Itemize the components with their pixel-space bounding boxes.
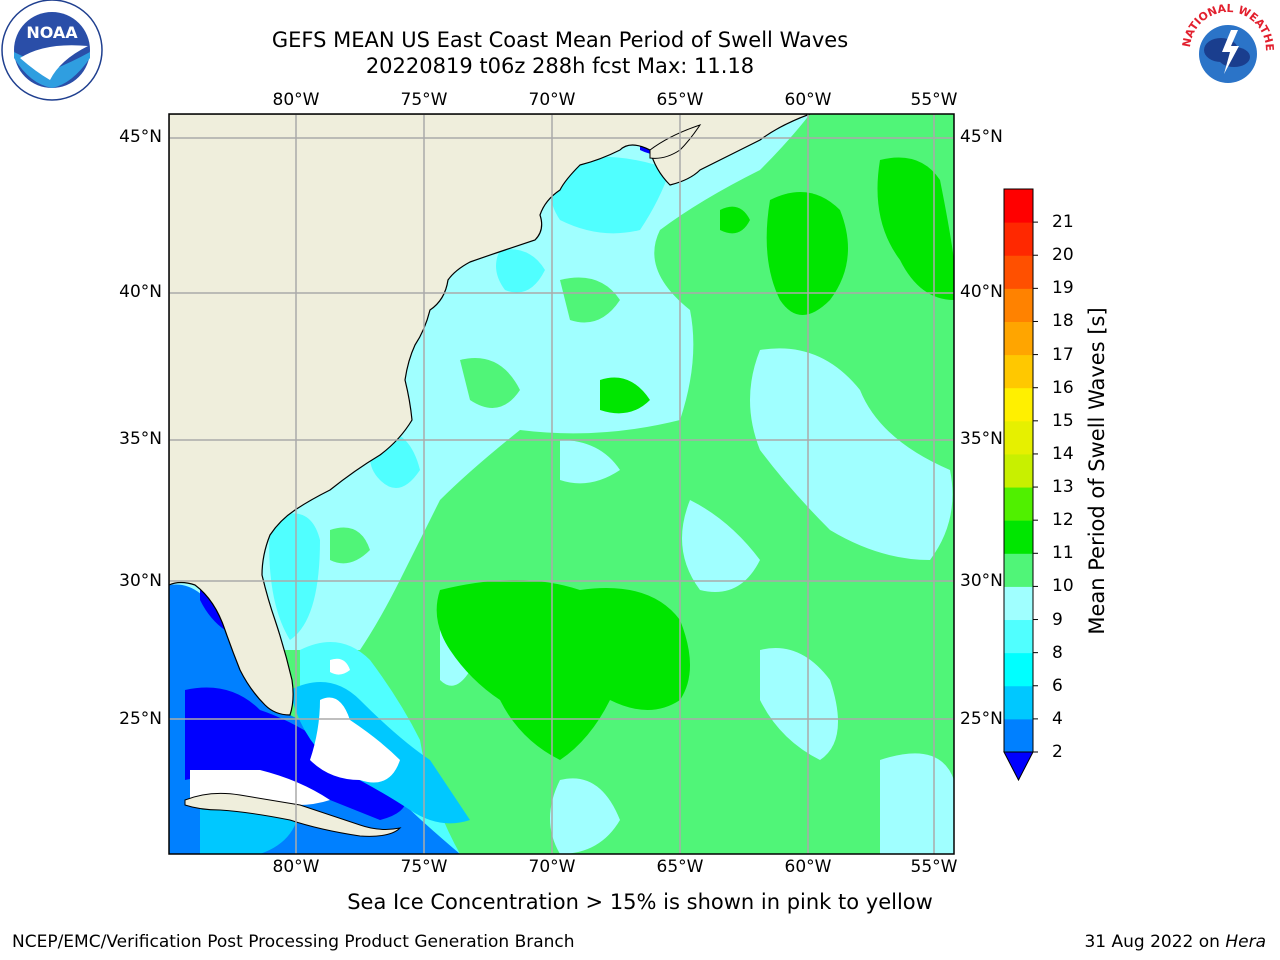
lon-label-bottom: 75°W	[400, 857, 448, 877]
colorbar-segment	[1004, 520, 1033, 554]
lon-label-bottom: 60°W	[784, 857, 832, 877]
colorbar-segment	[1004, 453, 1033, 488]
lon-label-bottom: 55°W	[910, 857, 958, 877]
lat-label-right: 25°N	[960, 709, 1003, 729]
lon-label-top: 55°W	[910, 90, 958, 110]
lat-label-left: 25°N	[119, 709, 162, 729]
noaa-logo-text: NOAA	[26, 23, 78, 42]
colorbar-tick-label: 11	[1052, 543, 1074, 564]
noaa-logo: NOAA	[1, 0, 103, 101]
colorbar-tick-label: 19	[1052, 278, 1074, 299]
map-title: GEFS MEAN US East Coast Mean Period of S…	[271, 28, 849, 52]
cuba-land	[184, 792, 402, 837]
colorbar-segment	[1004, 685, 1033, 720]
colorbar-tick-label: 13	[1052, 477, 1074, 498]
colorbar-segment	[1004, 420, 1033, 455]
lon-label-top: 65°W	[656, 90, 704, 110]
colorbar-segment	[1004, 288, 1033, 322]
lon-label-top: 75°W	[400, 90, 448, 110]
lat-label-left: 45°N	[119, 127, 162, 147]
lon-label-top: 60°W	[784, 90, 832, 110]
colorbar-tick-label: 12	[1052, 510, 1074, 531]
colorbar-tick-label: 2	[1052, 742, 1063, 762]
period-10-patches	[330, 277, 620, 564]
colorbar-segment	[1004, 222, 1033, 256]
map-frame	[168, 113, 955, 855]
colorbar-tick-label: 14	[1052, 443, 1074, 464]
lon-label-bottom: 65°W	[656, 857, 704, 877]
colorbar-under-arrow	[1003, 751, 1034, 782]
lon-label-top: 70°W	[528, 90, 576, 110]
colorbar-tick-label: 6	[1052, 675, 1063, 696]
date-text: 31 Aug 2022 on	[1084, 932, 1226, 952]
colorbar-segment	[1004, 255, 1033, 289]
lat-label-right: 45°N	[960, 127, 1003, 147]
host-name: Hera	[1225, 932, 1266, 952]
colorbar-tick-label: 8	[1052, 642, 1063, 663]
colorbar-title: Mean Period of Swell Waves [s]	[1085, 307, 1109, 635]
colorbar-tick-label: 15	[1052, 410, 1074, 431]
lon-label-bottom: 80°W	[272, 857, 320, 877]
colorbar-tick-label: 21	[1052, 212, 1074, 233]
lat-label-left: 35°N	[119, 429, 162, 449]
colorbar-segment	[1004, 718, 1033, 753]
graticule	[169, 114, 954, 854]
colorbar-segment	[1004, 619, 1033, 654]
us-east-coast-land	[169, 114, 811, 716]
colorbar-segment	[1004, 487, 1033, 521]
lon-label-bottom: 70°W	[528, 857, 576, 877]
colorbar-tick-label: 16	[1052, 377, 1074, 398]
lat-label-right: 40°N	[960, 282, 1003, 302]
colorbar-tick-label: 4	[1052, 708, 1063, 729]
map-subtitle: 20220819 t06z 288h fcst Max: 11.18	[365, 54, 755, 78]
colorbar-segment	[1004, 553, 1033, 587]
colorbar-tick-label: 9	[1052, 609, 1063, 630]
colorbar-tick-label: 20	[1052, 245, 1074, 266]
colorbar-segment	[1004, 354, 1033, 389]
sea-ice-footnote: Sea Ice Concentration > 15% is shown in …	[347, 890, 933, 914]
lat-label-right: 30°N	[960, 571, 1003, 591]
lat-label-right: 35°N	[960, 429, 1003, 449]
nws-logo: NATIONAL WEATHER SERVICE	[1176, 0, 1278, 100]
colorbar-tick-label: 18	[1052, 311, 1074, 332]
colorbar-segment	[1004, 652, 1033, 687]
nova-scotia-land	[649, 124, 702, 159]
period-11-zone	[436, 157, 954, 760]
lat-label-left: 30°N	[119, 571, 162, 591]
colorbar-frame	[1003, 188, 1034, 753]
colorbar-tick-label: 17	[1052, 344, 1074, 365]
credit-line: NCEP/EMC/Verification Post Processing Pr…	[12, 932, 575, 952]
colorbar-segment	[1004, 321, 1033, 356]
colorbar-segment	[1004, 586, 1033, 621]
colorbar-segment	[1004, 189, 1033, 223]
colorbar-tick-label: 10	[1052, 576, 1074, 597]
lon-label-top: 80°W	[272, 90, 320, 110]
lat-label-left: 40°N	[119, 282, 162, 302]
colorbar-segment	[1004, 387, 1033, 422]
date-stamp: 31 Aug 2022 on Hera	[1084, 932, 1266, 952]
